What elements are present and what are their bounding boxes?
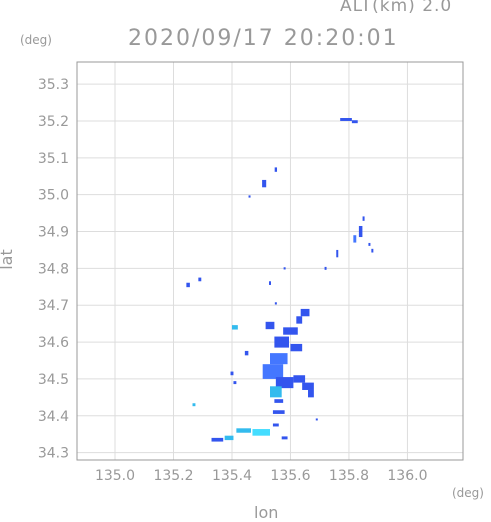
x-tick-label: 135.0 (95, 468, 135, 484)
echo-cell (274, 167, 278, 172)
echo-cell (275, 377, 294, 389)
echo-cell (293, 375, 306, 383)
echo-cell (211, 437, 224, 442)
y-tick-label: 34.4 (38, 409, 69, 425)
echo-cell (281, 436, 288, 440)
echo-cell (248, 195, 251, 198)
y-tick-label: 34.8 (38, 261, 69, 277)
plot-frame (76, 61, 464, 461)
echo-cell (368, 242, 371, 246)
echo-cell (269, 281, 271, 285)
x-tick-label: 135.2 (153, 468, 193, 484)
echo-cell (274, 399, 284, 403)
echo-cell (336, 249, 339, 258)
echo-cell (315, 418, 318, 421)
y-tick-label: 35.3 (38, 77, 69, 93)
y-tick-label: 34.9 (38, 225, 69, 241)
echo-cell (224, 435, 234, 441)
x-tick-label: 135.8 (329, 468, 369, 484)
echo-cells (186, 118, 374, 442)
echo-cell (274, 336, 290, 348)
echo-cell (290, 343, 303, 352)
echo-cell (233, 381, 237, 385)
echo-cell (262, 364, 284, 379)
echo-cell (283, 267, 286, 270)
echo-cell (358, 225, 363, 238)
echo-cell (252, 429, 270, 436)
echo-cell (231, 325, 238, 330)
timestamp-title: 2020/09/17 20:20:01 (128, 26, 399, 51)
y-tick-label: 34.6 (38, 335, 69, 351)
echo-cell (262, 179, 267, 188)
echo-cell (296, 316, 303, 324)
echo-cell (244, 350, 249, 356)
x-axis-title: lon (254, 503, 279, 522)
y-tick-labels: 35.3 35.2 35.1 35.0 34.9 34.8 34.7 34.6 34.5 34.4… (38, 77, 69, 462)
echo-cell (272, 423, 279, 427)
echo-cell (283, 327, 298, 335)
echo-cell (300, 308, 310, 317)
altitude-label: ALT(km) 2.0 (340, 0, 453, 16)
echo-cell (371, 248, 374, 253)
grid-lines (77, 62, 463, 460)
y-tick-label: 34.7 (38, 298, 69, 314)
echo-cell (353, 235, 357, 243)
echo-cell (270, 386, 282, 398)
y-tick-label: 35.2 (38, 114, 69, 130)
echo-cell (270, 353, 288, 365)
x-unit-label: (deg) (452, 486, 484, 500)
x-tick-label: 135.6 (270, 468, 310, 484)
echo-cell (230, 371, 234, 376)
echo-cell (186, 282, 190, 288)
x-tick-label: 136.0 (387, 468, 427, 484)
echo-cell (340, 118, 352, 121)
y-tick-label: 35.0 (38, 188, 69, 204)
echo-cell (272, 410, 285, 414)
echo-cell (236, 428, 251, 433)
echo-cell (362, 216, 365, 221)
echo-cell (351, 120, 358, 124)
x-tick-labels: 135.0 135.2 135.4 135.6 135.8 136.0 (95, 468, 428, 484)
y-unit-label: (deg) (20, 33, 52, 47)
y-tick-label: 34.5 (38, 372, 69, 388)
echo-cell (308, 389, 314, 398)
y-tick-label: 35.1 (38, 151, 69, 167)
echo-cell (302, 382, 314, 390)
echo-cell (324, 266, 327, 270)
y-tick-label: 34.3 (38, 446, 69, 462)
echo-cell (274, 302, 277, 305)
echo-cell (192, 403, 196, 407)
echo-cell (198, 277, 202, 282)
x-tick-label: 135.4 (212, 468, 252, 484)
echo-cell (265, 321, 275, 330)
